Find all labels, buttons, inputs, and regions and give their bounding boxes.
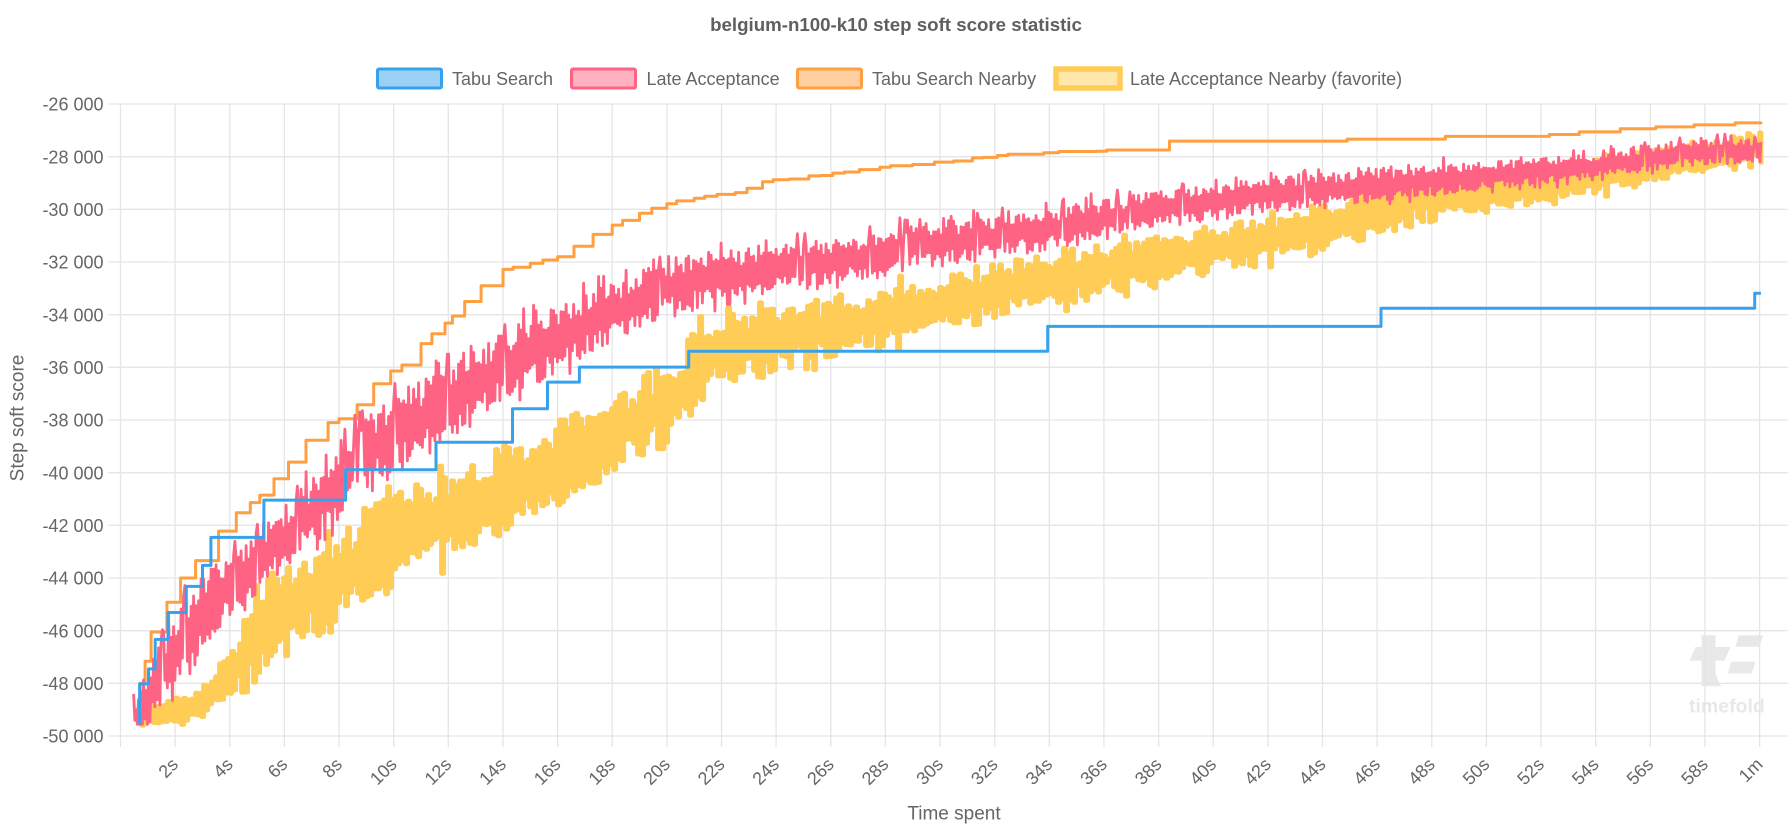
svg-text:timefold: timefold [1689,696,1765,718]
svg-text:Time spent: Time spent [907,804,1001,825]
svg-text:Late Acceptance: Late Acceptance [647,69,780,89]
svg-text:-48 000: -48 000 [42,674,103,694]
svg-text:-46 000: -46 000 [42,621,103,641]
svg-text:Late Acceptance Nearby (favori: Late Acceptance Nearby (favorite) [1130,69,1402,89]
svg-text:-36 000: -36 000 [42,358,103,378]
svg-text:-42 000: -42 000 [42,516,103,536]
svg-text:Step soft score: Step soft score [8,355,29,482]
svg-text:-32 000: -32 000 [42,253,103,273]
svg-text:-28 000: -28 000 [42,147,103,167]
svg-text:-44 000: -44 000 [42,569,103,589]
svg-text:Tabu Search Nearby: Tabu Search Nearby [872,69,1036,89]
svg-text:-40 000: -40 000 [42,463,103,483]
svg-text:-34 000: -34 000 [42,305,103,325]
svg-text:Tabu Search: Tabu Search [452,69,553,89]
svg-text:-38 000: -38 000 [42,411,103,431]
svg-text:belgium-n100-k10 step soft sco: belgium-n100-k10 step soft score statist… [710,14,1082,35]
svg-text:-50 000: -50 000 [42,727,103,747]
svg-text:-30 000: -30 000 [42,200,103,220]
svg-text:-26 000: -26 000 [42,95,103,115]
